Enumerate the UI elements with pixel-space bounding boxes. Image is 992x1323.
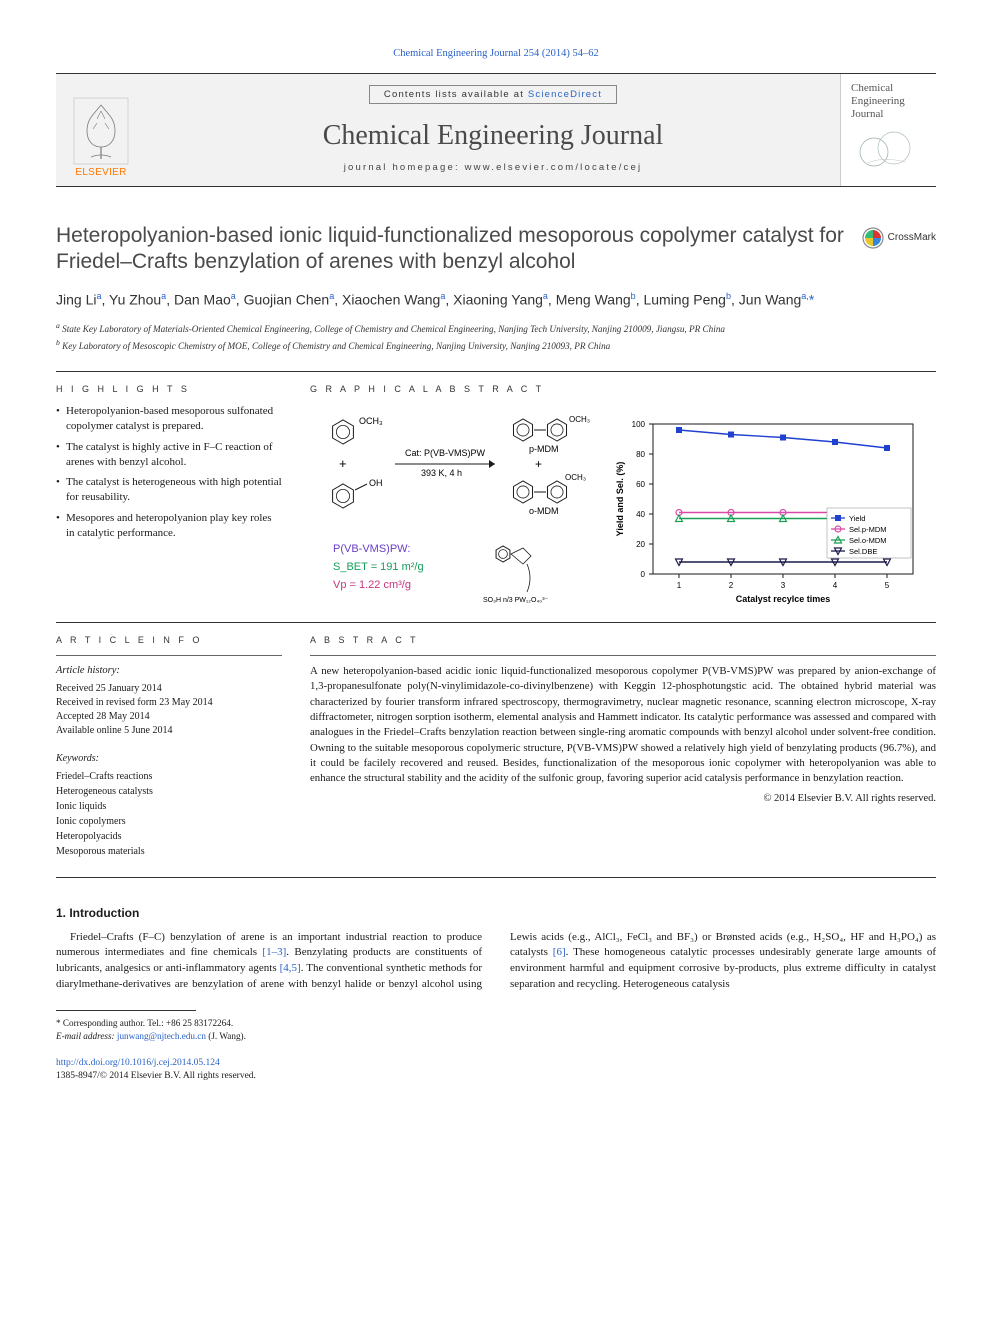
keyword-item: Friedel–Crafts reactions (56, 769, 282, 784)
svg-text:Catalyst recylce times: Catalyst recylce times (736, 594, 831, 604)
graphical-abstract: OCH₃ + OH Cat: P(VB-VMS)PW 393 K, 4 h OCH₃ p-M… (310, 404, 936, 604)
keywords-head: Keywords: (56, 752, 282, 766)
header-citation: Chemical Engineering Journal 254 (2014) … (56, 48, 936, 59)
svg-text:5: 5 (885, 581, 890, 590)
divider (56, 655, 282, 656)
sciencedirect-link[interactable]: ScienceDirect (528, 89, 602, 100)
svg-text:80: 80 (636, 450, 645, 459)
svg-text:4: 4 (833, 581, 838, 590)
history-item: Accepted 28 May 2014 (56, 710, 282, 724)
abstract-text: A new heteropolyanion-based acidic ionic… (310, 664, 936, 787)
article-info: A R T I C L E I N F O Article history: R… (56, 635, 282, 859)
svg-text:P(VB-VMS)PW:: P(VB-VMS)PW: (333, 543, 410, 555)
citation-link[interactable]: [4,5] (280, 962, 301, 974)
publisher-name: ELSEVIER (75, 167, 126, 178)
svg-text:OCH₃: OCH₃ (569, 415, 590, 424)
svg-text:o-MDM: o-MDM (529, 506, 559, 516)
highlights-label: H I G H L I G H T S (56, 384, 282, 394)
elsevier-tree-icon (73, 97, 129, 165)
crossmark-label: CrossMark (888, 232, 936, 243)
svg-text:Vp = 1.22 cm³/g: Vp = 1.22 cm³/g (333, 579, 411, 591)
keyword-item: Heterogeneous catalysts (56, 784, 282, 799)
svg-text:Yield and Sel. (%): Yield and Sel. (%) (615, 462, 625, 537)
body-span: cants, analgesics or anti-inflammatory a… (77, 962, 280, 974)
graphical-abstract-label: G R A P H I C A L A B S T R A C T (310, 384, 936, 394)
affiliations: a State Key Laboratory of Materials-Orie… (56, 320, 936, 353)
citation-link[interactable]: [6] (553, 946, 566, 958)
abstract-label: A B S T R A C T (310, 635, 936, 645)
journal-masthead: ELSEVIER Contents lists available at Sci… (56, 73, 936, 187)
journal-name: Chemical Engineering Journal (323, 120, 664, 152)
publisher-logo-box: ELSEVIER (56, 74, 146, 186)
svg-text:100: 100 (632, 420, 646, 429)
svg-text:60: 60 (636, 480, 645, 489)
highlight-item: The catalyst is highly active in F–C rea… (56, 440, 282, 470)
divider (56, 622, 936, 623)
sd-prefix: Contents lists available at (384, 89, 528, 100)
svg-text:Sel.o-MDM: Sel.o-MDM (849, 536, 887, 545)
email-label: E-mail address: (56, 1031, 117, 1041)
body-span: . These homogeneous catalytic processes … (510, 946, 936, 989)
cover-art-icon (850, 122, 928, 178)
svg-text:p-MDM: p-MDM (529, 444, 559, 454)
divider (310, 655, 936, 656)
highlight-item: Mesopores and heteropolyanion play key r… (56, 511, 282, 541)
keywords-list: Friedel–Crafts reactionsHeterogeneous ca… (56, 769, 282, 859)
doi-link[interactable]: http://dx.doi.org/10.1016/j.cej.2014.05.… (56, 1058, 220, 1068)
divider (56, 371, 936, 372)
article-info-label: A R T I C L E I N F O (56, 635, 282, 645)
email-link[interactable]: junwang@njtech.edu.cn (117, 1031, 206, 1041)
keyword-item: Ionic copolymers (56, 814, 282, 829)
keyword-item: Ionic liquids (56, 799, 282, 814)
svg-text:1: 1 (677, 581, 682, 590)
history-head: Article history: (56, 664, 282, 679)
body-text: Friedel–Crafts (F–C) benzylation of aren… (56, 930, 936, 992)
corresponding-author: * Corresponding author. Tel.: +86 25 831… (56, 1017, 936, 1030)
svg-text:Yield: Yield (849, 514, 865, 523)
svg-text:3: 3 (781, 581, 786, 590)
journal-cover-thumb: Chemical Engineering Journal (840, 74, 936, 186)
abstract-copyright: © 2014 Elsevier B.V. All rights reserved… (310, 793, 936, 804)
divider (56, 877, 936, 878)
svg-text:+: + (339, 456, 347, 471)
svg-text:2: 2 (729, 581, 734, 590)
highlight-item: Heteropolyanion-based mesoporous sulfona… (56, 404, 282, 434)
svg-text:Cat: P(VB-VMS)PW: Cat: P(VB-VMS)PW (405, 448, 486, 458)
svg-text:+: + (535, 457, 542, 471)
svg-text:20: 20 (636, 540, 645, 549)
email-suffix: (J. Wang). (206, 1031, 246, 1041)
crossmark-icon (862, 227, 884, 249)
svg-text:OCH₃: OCH₃ (359, 416, 383, 426)
svg-text:40: 40 (636, 510, 645, 519)
svg-text:OH: OH (369, 478, 383, 488)
history-item: Available online 5 June 2014 (56, 724, 282, 738)
paper-title: Heteropolyanion-based ionic liquid-funct… (56, 223, 850, 277)
journal-homepage: journal homepage: www.elsevier.com/locat… (344, 162, 643, 173)
doi-block: http://dx.doi.org/10.1016/j.cej.2014.05.… (56, 1057, 936, 1084)
author-list: Jing Lia, Yu Zhoua, Dan Maoa, Guojian Ch… (56, 290, 936, 310)
svg-text:Sel.p-MDM: Sel.p-MDM (849, 525, 887, 534)
cover-title: Chemical Engineering Journal (845, 82, 932, 122)
crossmark-badge[interactable]: CrossMark (862, 227, 936, 249)
sciencedirect-line: Contents lists available at ScienceDirec… (369, 85, 617, 104)
highlights-list: Heteropolyanion-based mesoporous sulfona… (56, 404, 282, 541)
svg-text:SO₃H n/3 PW₁₂O₄₀³⁻: SO₃H n/3 PW₁₂O₄₀³⁻ (483, 597, 549, 604)
highlight-item: The catalyst is heterogeneous with high … (56, 475, 282, 505)
svg-text:393 K, 4 h: 393 K, 4 h (421, 468, 462, 478)
svg-text:Sel.DBE: Sel.DBE (849, 547, 877, 556)
history-item: Received 25 January 2014 (56, 682, 282, 696)
issn-line: 1385-8947/© 2014 Elsevier B.V. All right… (56, 1071, 256, 1081)
footnotes: * Corresponding author. Tel.: +86 25 831… (56, 1017, 936, 1043)
footnote-divider (56, 1010, 196, 1011)
section-heading: 1. Introduction (56, 906, 936, 920)
citation-link[interactable]: [1–3] (262, 946, 286, 958)
keyword-item: Mesoporous materials (56, 844, 282, 859)
svg-text:0: 0 (641, 570, 646, 579)
keyword-item: Heteropolyacids (56, 829, 282, 844)
svg-text:S_BET = 191 m²/g: S_BET = 191 m²/g (333, 561, 424, 573)
svg-text:OCH₃: OCH₃ (565, 473, 586, 482)
history-item: Received in revised form 23 May 2014 (56, 696, 282, 710)
